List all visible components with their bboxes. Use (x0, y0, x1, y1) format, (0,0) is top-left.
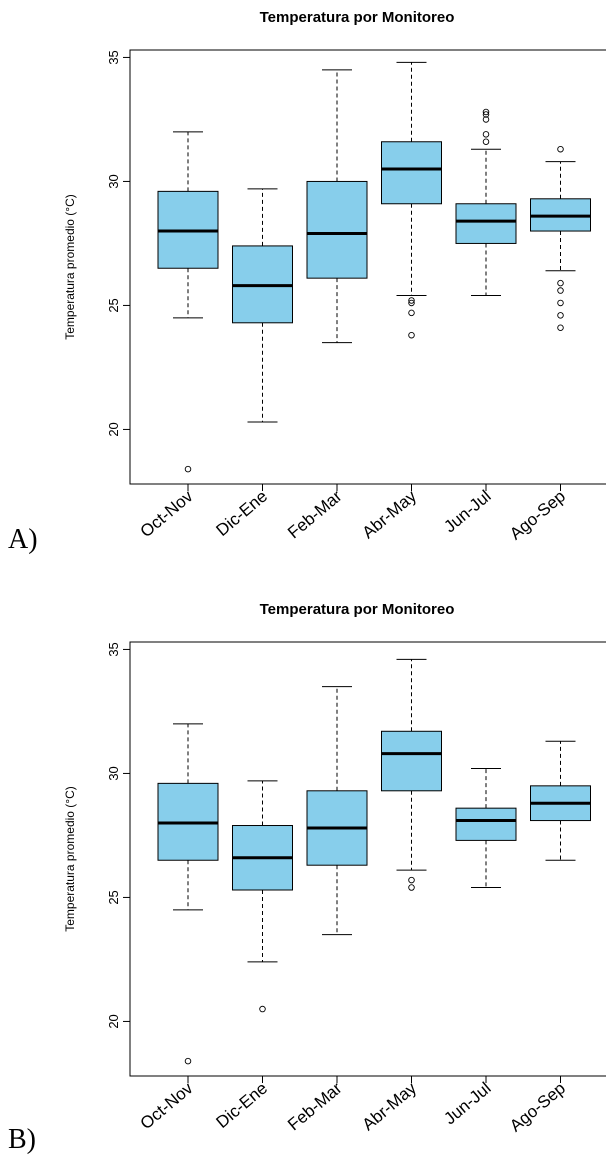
x-tick-label: Abr-May (359, 486, 421, 542)
x-tick-label: Feb-Mar (284, 486, 346, 542)
outlier-point (408, 884, 415, 891)
outlier-point (557, 279, 564, 287)
outlier-point (259, 1005, 266, 1013)
outlier-point (408, 297, 415, 304)
y-axis-label: Temperatura promedio (°C) (63, 194, 77, 340)
y-tick-label: 30 (106, 766, 121, 780)
chart-title: Temperatura por Monitoreo (260, 9, 455, 26)
iqr-box (455, 807, 517, 841)
outlier-point (482, 111, 490, 118)
box-ago-sep (530, 145, 591, 332)
outlier-point (482, 116, 490, 123)
chart-panel-a: Temperatura por Monitoreo Temperatura pro… (0, 0, 606, 575)
x-tick-label: Jun-Jul (440, 1079, 494, 1129)
outlier-point (557, 287, 564, 294)
outlier-point (408, 331, 415, 339)
box-abr-may (381, 61, 442, 339)
box-dic-ene (232, 188, 293, 423)
box-ago-sep (530, 740, 591, 861)
outlier-point (482, 138, 490, 146)
chart-panel-b: Temperatura por Monitoreo Temperatura pro… (0, 592, 606, 1167)
iqr-box (381, 141, 442, 205)
box-jun-jul (455, 108, 517, 297)
outlier-point (184, 1057, 192, 1065)
x-tick-label: Jun-Jul (440, 487, 494, 537)
box-feb-mar (306, 69, 368, 344)
box-dic-ene (232, 780, 293, 1013)
y-tick-label: 25 (106, 890, 121, 904)
outlier-point (557, 324, 564, 332)
y-tick-label: 35 (106, 642, 121, 656)
x-tick-label: Oct-Nov (137, 486, 197, 541)
x-tick-label: Oct-Nov (137, 1078, 197, 1133)
y-tick-label: 30 (106, 174, 121, 188)
x-tick-label: Abr-May (359, 1078, 421, 1134)
y-tick-label: 25 (106, 298, 121, 312)
box-abr-may (381, 658, 442, 891)
outlier-point (184, 465, 192, 473)
outlier-point (557, 145, 564, 153)
box-feb-mar (306, 686, 368, 936)
outlier-point (408, 299, 415, 307)
outlier-point (557, 299, 564, 307)
box-jun-jul (455, 767, 517, 889)
x-tick-label: Dic-Ene (213, 487, 272, 540)
y-tick-label: 20 (106, 1014, 121, 1028)
iqr-box (455, 203, 517, 244)
y-tick-label: 35 (106, 50, 121, 64)
box-oct-nov (157, 723, 219, 1065)
x-tick-label: Ago-Sep (506, 1079, 569, 1136)
chart-title: Temperatura por Monitoreo (260, 601, 455, 618)
panel-label-a: A) (8, 524, 38, 555)
x-tick-label: Dic-Ene (213, 1079, 272, 1132)
iqr-box (381, 730, 442, 792)
y-axis-label: Temperatura promedio (°C) (63, 786, 77, 932)
boxplot-chart-a: Temperatura por Monitoreo Temperatura pro… (63, 9, 606, 544)
outlier-point (408, 309, 415, 317)
outlier-point (482, 131, 490, 138)
outlier-point (482, 108, 490, 116)
panel-label-b: B) (8, 1124, 36, 1155)
x-tick-label: Feb-Mar (284, 1078, 346, 1134)
box-oct-nov (157, 131, 219, 473)
boxplot-chart-b: Temperatura por Monitoreo Temperatura pro… (63, 601, 606, 1136)
iqr-box (306, 180, 368, 279)
outlier-point (408, 876, 415, 884)
y-tick-label: 20 (106, 422, 121, 436)
x-tick-label: Ago-Sep (506, 487, 569, 544)
outlier-point (557, 312, 564, 319)
